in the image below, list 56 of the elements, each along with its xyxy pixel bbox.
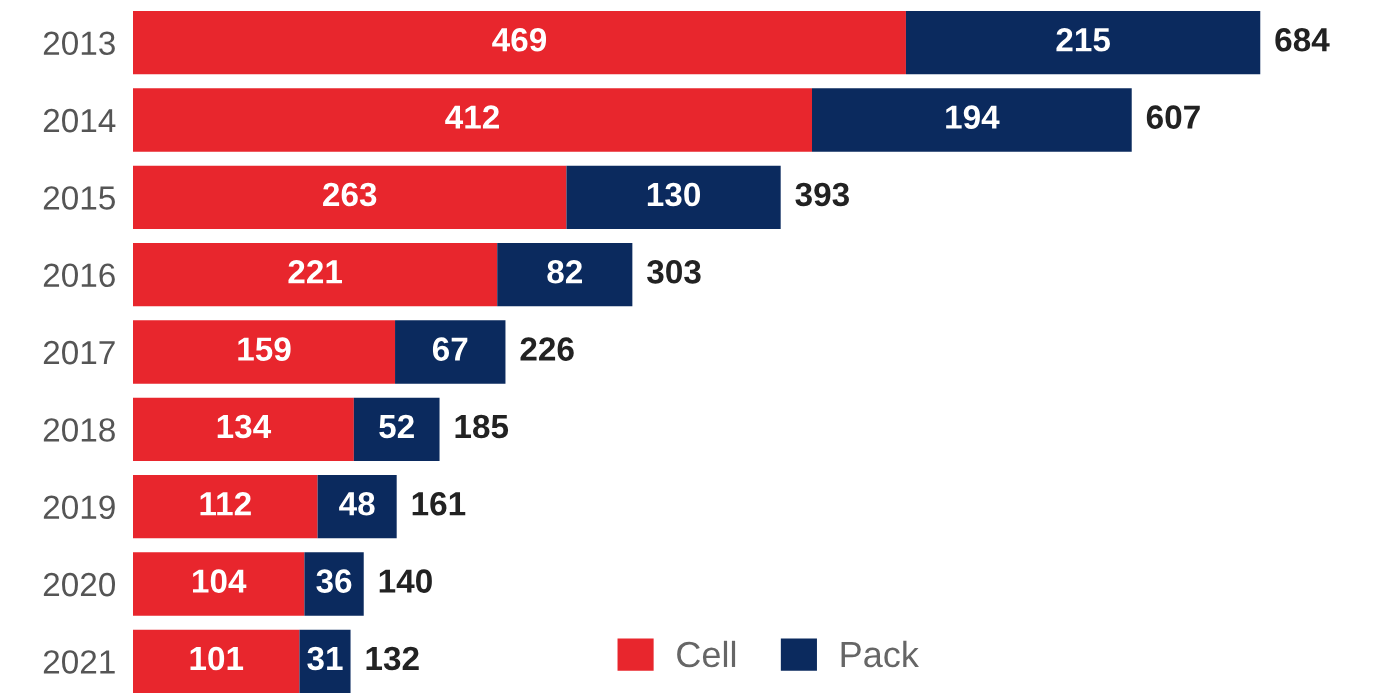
data-label: 48 <box>339 492 375 516</box>
total-label: 393 <box>795 182 849 207</box>
data-label: 263 <box>323 182 377 207</box>
bar <box>133 397 354 462</box>
bar <box>133 474 318 539</box>
data-label: 104 <box>192 569 247 593</box>
y-tick-label: 2017 <box>43 340 115 365</box>
bar <box>317 474 397 539</box>
data-label: 159 <box>238 337 291 361</box>
y-tick-label: 2021 <box>43 650 115 674</box>
data-label: 36 <box>316 569 352 593</box>
total-label: 132 <box>366 646 419 671</box>
data-label: 215 <box>1056 28 1110 52</box>
total-label: 684 <box>1275 28 1330 52</box>
bar <box>133 629 300 694</box>
bar <box>395 320 506 384</box>
data-label: 52 <box>379 414 414 439</box>
bar <box>133 552 305 616</box>
data-label: 112 <box>200 492 251 516</box>
bar <box>133 242 498 307</box>
y-tick-label: 2020 <box>43 572 116 597</box>
total-label: 161 <box>412 492 466 516</box>
legend-label: Pack <box>841 640 919 668</box>
data-label: 221 <box>288 260 342 284</box>
bar <box>566 165 781 230</box>
legend-label: Cell <box>677 640 736 668</box>
total-label: 226 <box>520 337 574 361</box>
data-label: 67 <box>432 337 468 361</box>
data-label: 31 <box>307 646 343 671</box>
bar <box>812 88 1132 152</box>
total-label: 185 <box>455 414 509 439</box>
y-tick-label: 2015 <box>43 186 115 210</box>
data-label: 101 <box>190 646 244 671</box>
data-label: 412 <box>445 105 499 129</box>
y-tick-label: 2013 <box>43 31 115 56</box>
bar <box>299 629 351 694</box>
total-label: 607 <box>1146 105 1200 129</box>
bar <box>133 88 812 152</box>
y-tick-label: 2018 <box>43 418 115 442</box>
data-label: 130 <box>647 182 701 207</box>
data-label: 194 <box>946 105 1000 129</box>
y-tick-label: 2016 <box>43 263 115 288</box>
bar <box>905 10 1261 75</box>
bar <box>353 397 440 462</box>
y-tick-label: 2014 <box>43 108 116 133</box>
data-label: 469 <box>492 28 547 52</box>
data-label: 82 <box>547 260 582 284</box>
bar <box>133 10 906 75</box>
total-label: 140 <box>379 569 432 593</box>
total-label: 303 <box>647 260 701 284</box>
bar <box>497 242 633 307</box>
y-tick-label: 2019 <box>43 495 115 520</box>
bar <box>133 165 567 230</box>
bar <box>133 320 396 384</box>
data-label: 134 <box>217 414 272 439</box>
bar <box>304 552 364 616</box>
